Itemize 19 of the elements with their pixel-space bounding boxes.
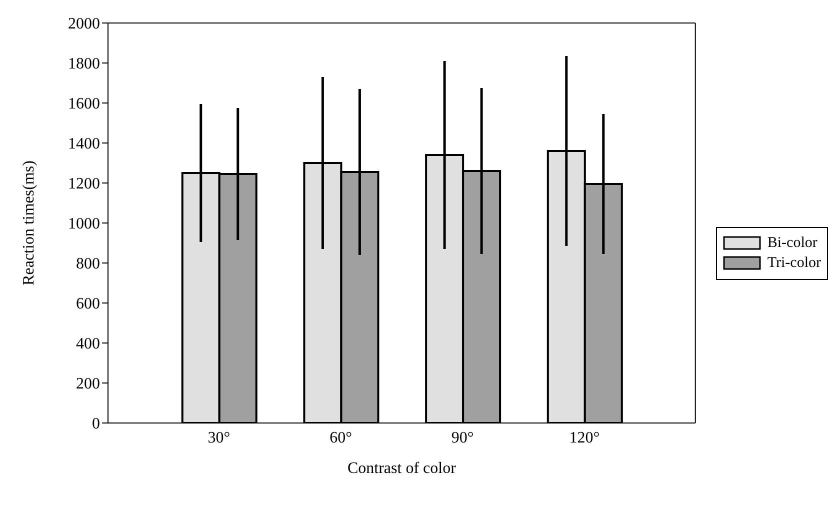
y-tick-label: 1000	[68, 216, 100, 233]
y-tick-label: 800	[76, 256, 100, 273]
x-tick-label: 90°	[451, 429, 474, 446]
x-tick-label: 60°	[330, 429, 352, 446]
legend-label: Bi-color	[767, 234, 818, 252]
y-tick-label: 1800	[68, 56, 100, 73]
y-tick-label: 0	[92, 416, 100, 433]
y-tick-label: 200	[76, 376, 100, 393]
y-tick-label: 1600	[68, 96, 100, 113]
legend-label: Tri-color	[767, 254, 821, 272]
y-axis-title: Reaction times(ms)	[20, 160, 38, 286]
x-axis-title: Contrast of color	[347, 460, 457, 477]
y-tick-label: 600	[76, 296, 100, 313]
y-tick-label: 2000	[68, 16, 100, 33]
x-tick-label: 120°	[569, 429, 600, 446]
y-tick-label: 1400	[68, 136, 100, 153]
y-tick-label: 1200	[68, 176, 100, 193]
x-tick-label: 30°	[208, 429, 230, 446]
y-tick-label: 400	[76, 336, 100, 353]
